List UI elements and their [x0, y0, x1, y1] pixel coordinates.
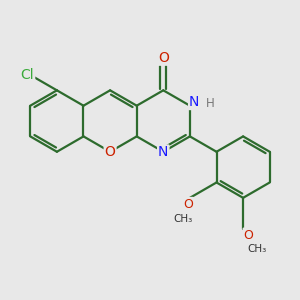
- Text: O: O: [158, 51, 169, 65]
- Text: O: O: [183, 198, 193, 211]
- Text: H: H: [206, 98, 214, 110]
- Text: CH₃: CH₃: [247, 244, 266, 254]
- Text: Cl: Cl: [21, 68, 34, 82]
- Text: N: N: [158, 146, 169, 160]
- Text: O: O: [105, 145, 116, 159]
- Text: CH₃: CH₃: [174, 214, 193, 224]
- Text: N: N: [189, 95, 200, 109]
- Text: O: O: [244, 229, 254, 242]
